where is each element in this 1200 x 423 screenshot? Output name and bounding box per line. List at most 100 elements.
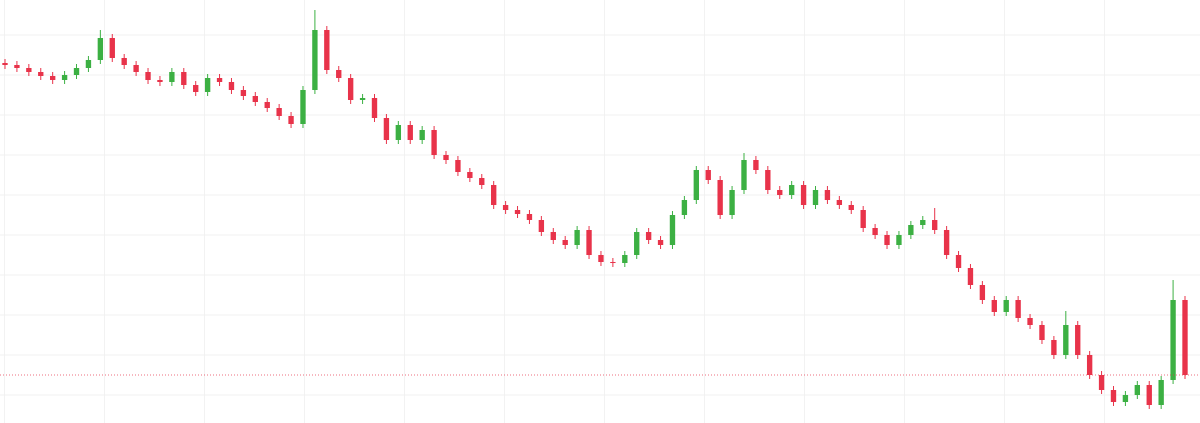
candle-body (109, 38, 115, 58)
candle-body (288, 116, 294, 124)
candle-body (228, 82, 235, 90)
candle-body (967, 268, 974, 285)
candle-body (550, 232, 556, 240)
candle-body (824, 190, 831, 200)
candle-body (157, 80, 163, 82)
candle-body (848, 205, 854, 210)
candle-body (419, 130, 425, 140)
candle-body (562, 240, 568, 245)
candle-body (645, 232, 652, 240)
candle-body (1134, 385, 1141, 395)
candle-body (943, 230, 950, 255)
candle-body (467, 172, 473, 178)
candle-body (431, 130, 437, 155)
candle-body (2, 63, 8, 65)
candle-body (1146, 385, 1152, 405)
candle-body (97, 38, 104, 60)
candle-body (920, 220, 926, 225)
candle-body (586, 230, 592, 255)
candle-body (359, 98, 366, 100)
candle-body (1051, 340, 1057, 355)
candle-body (347, 78, 354, 100)
candle-body (1182, 300, 1188, 375)
candle-body (1003, 300, 1009, 312)
candle-body (61, 75, 68, 80)
candle-body (26, 68, 32, 72)
candle-body (324, 30, 330, 70)
candle-body (717, 180, 723, 215)
candle-body (240, 90, 247, 96)
candle-body (14, 65, 20, 68)
candle-body (1063, 325, 1069, 355)
candle-body (598, 255, 604, 262)
candle-body (1170, 300, 1176, 380)
candle-body (216, 78, 223, 82)
candle-body (300, 90, 306, 124)
candle-body (491, 185, 497, 205)
candle-body (1098, 375, 1105, 390)
candle-body (836, 200, 843, 205)
candle-body (383, 118, 390, 140)
candle-body (872, 228, 878, 235)
candle-body (252, 96, 258, 102)
candle-body (896, 235, 902, 245)
candle-body (443, 155, 449, 160)
candle-body (395, 125, 402, 140)
candle-body (276, 108, 282, 116)
candle-body (800, 185, 807, 205)
candle-body (753, 160, 759, 170)
candle-body (264, 102, 270, 108)
candle-body (38, 72, 44, 76)
candle-body (193, 85, 199, 92)
candle-body (1039, 325, 1045, 340)
candle-body (908, 225, 914, 235)
candle-body (1015, 300, 1021, 318)
candle-body (538, 220, 545, 232)
candle-body (991, 300, 997, 312)
candle-body (1122, 395, 1129, 402)
candle-body (133, 65, 139, 72)
candle-body (502, 205, 509, 210)
candle-body (777, 190, 783, 195)
candle-body (681, 200, 688, 215)
candle-body (884, 235, 890, 245)
candle-body (73, 68, 80, 75)
candle-body (455, 160, 461, 172)
candle-body (634, 232, 640, 255)
candle-body (204, 78, 211, 92)
candle-body (741, 160, 747, 190)
candle-body (407, 125, 413, 140)
candle-body (1086, 355, 1093, 375)
candle-body (729, 190, 735, 215)
candle-body (574, 230, 580, 245)
candle-body (336, 70, 342, 78)
candle-body (765, 170, 771, 190)
candle-body (1075, 325, 1081, 355)
candle-body (49, 76, 56, 80)
candle-body (1027, 318, 1033, 325)
candle-body (669, 215, 676, 245)
candle-body (705, 170, 711, 180)
candle-body (169, 72, 175, 82)
candle-body (693, 170, 699, 200)
candle-body (657, 240, 664, 245)
candle-body (181, 72, 187, 85)
candle-body (85, 60, 92, 68)
candle-body (932, 220, 938, 230)
candle-body (955, 255, 962, 268)
candle-body (371, 98, 378, 118)
candle-body (610, 262, 616, 263)
candle-body (622, 255, 628, 263)
candle-body (860, 210, 866, 228)
candle-body (312, 30, 318, 90)
candle-body (145, 72, 151, 80)
candle-body (1158, 380, 1164, 405)
candle-body (1110, 390, 1117, 402)
candle-body (514, 210, 521, 214)
candle-body (812, 190, 819, 205)
candle-body (788, 185, 795, 195)
candle-body (979, 285, 986, 300)
candle-body (121, 58, 127, 65)
